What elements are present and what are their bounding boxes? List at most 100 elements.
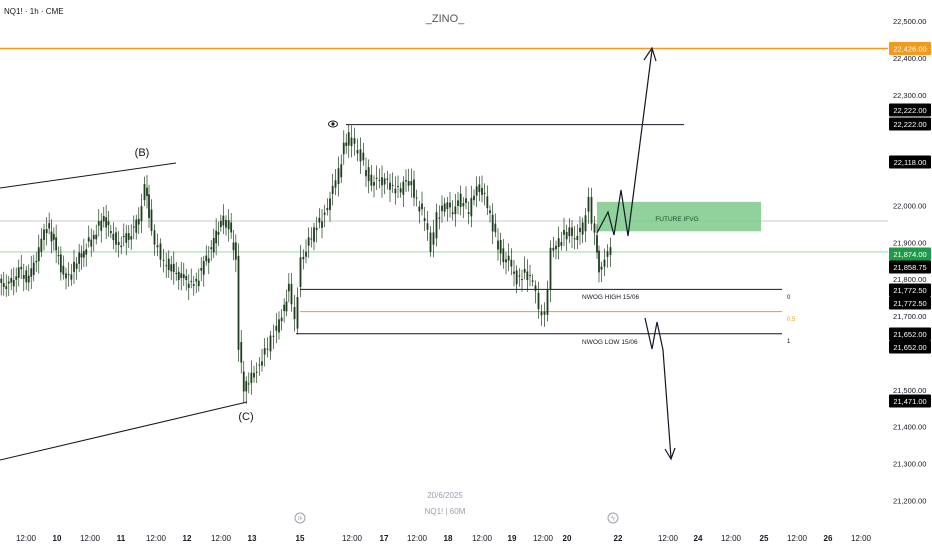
time-tick-label: 11: [117, 534, 126, 543]
candle-body: [375, 177, 378, 179]
candle-body: [587, 196, 590, 212]
time-tick-label: 12:00: [851, 534, 872, 543]
price-badge: 21,858.75: [889, 260, 931, 274]
lightning-event-icon[interactable]: ϟ: [607, 512, 619, 524]
price-badge: 22,118.00: [889, 155, 931, 169]
candle-body: [290, 283, 293, 305]
candle-body: [70, 274, 73, 280]
price-badge-label: 21,652.00: [893, 343, 926, 352]
candle-body: [505, 259, 507, 263]
candle-body: [102, 216, 105, 222]
candle-body: [523, 268, 526, 273]
candle-body: [67, 274, 70, 276]
annotations-layer: (B) (C) FUTURE IFVG NWOG HIGH 15/06 NWOG…: [135, 147, 796, 423]
candle-body: [296, 297, 299, 329]
candle-body: [467, 212, 470, 214]
price-tick-label: 21,500.00: [893, 386, 926, 395]
candle-body: [457, 200, 459, 206]
candle-body: [7, 281, 10, 284]
candle-body: [232, 242, 235, 251]
candle-body: [481, 187, 483, 195]
candle-body: [100, 220, 103, 231]
candle-body: [82, 251, 85, 258]
candle-body: [315, 227, 318, 231]
candle-body: [609, 247, 612, 255]
candle-body: [210, 247, 213, 250]
candle-body: [230, 222, 233, 233]
candle-body: [146, 187, 148, 197]
future-ifvg-zone: [597, 201, 761, 232]
candle-body: [185, 276, 188, 281]
bullish-arrow-head: [643, 46, 657, 62]
candle-body: [454, 206, 457, 215]
candle-body: [167, 258, 170, 271]
candle-body: [526, 271, 529, 281]
candle-body: [150, 209, 153, 232]
candle-body: [87, 237, 90, 242]
price-axis[interactable]: 22,500.00 22,400.00 22,300.00 22,000.00 21,9…: [889, 17, 931, 505]
candle-body: [12, 280, 15, 287]
candle-body: [180, 273, 183, 279]
candle-body: [10, 277, 13, 283]
candle-body: [386, 178, 389, 180]
time-axis[interactable]: 12:00 10 12:00 11 12:00 12 12:00 13 15 12:00 17 12:…: [16, 534, 872, 543]
price-badge-label: 22,222.00: [893, 106, 926, 115]
candle-body: [266, 348, 269, 350]
candle-body: [307, 237, 310, 246]
candle-body: [182, 274, 185, 279]
calendar-event-icon[interactable]: ⟳: [294, 512, 306, 524]
candle-body: [429, 232, 432, 252]
candle-body: [389, 182, 391, 190]
candle-body: [32, 262, 35, 275]
candle-body: [465, 198, 467, 203]
candle-body: [55, 237, 58, 251]
footer-symbol: NQ1! | 60M: [425, 507, 466, 516]
time-tick-label: 18: [444, 534, 453, 543]
price-badge: 22,222.00: [889, 117, 931, 131]
bullish-projection-path: [596, 49, 653, 237]
candle-body: [499, 240, 502, 254]
price-badge-label: 21,772.50: [893, 286, 926, 295]
candle-body: [109, 230, 112, 234]
time-tick-label: 12:00: [472, 534, 493, 543]
bearish-projection-path: [644, 317, 672, 459]
levels-layer: [0, 46, 888, 461]
footer-date: 20/6/2025: [427, 491, 463, 500]
time-tick-label: 19: [508, 534, 517, 543]
candle-body: [15, 276, 18, 280]
candle-body: [483, 192, 486, 194]
candle-body: [305, 251, 307, 257]
time-tick-label: 13: [248, 534, 257, 543]
candle-body: [2, 283, 5, 287]
candle-body: [78, 252, 81, 264]
candle-body: [449, 202, 451, 208]
candle-body: [190, 280, 193, 282]
candle-body: [250, 372, 253, 384]
candle-body: [405, 179, 407, 182]
time-tick-label: 26: [824, 534, 833, 543]
candle-body: [170, 264, 173, 272]
candle-body: [571, 227, 573, 236]
candle-body: [143, 184, 146, 201]
candle-body: [132, 226, 135, 228]
candle-body: [227, 220, 230, 230]
candle-body: [321, 221, 323, 228]
candle-body: [43, 229, 45, 240]
candle-body: [140, 206, 143, 222]
candle-body: [478, 184, 481, 193]
watermark-title: _ZINO_: [425, 13, 465, 25]
eye-icon[interactable]: [328, 120, 338, 128]
candle-body: [596, 235, 598, 253]
candle-body: [115, 232, 117, 245]
price-badge-label: 21,471.00: [893, 397, 926, 406]
candle-body: [222, 215, 225, 226]
price-tick-label: 21,300.00: [893, 460, 926, 469]
candle-body: [397, 186, 399, 188]
candle-body: [413, 179, 415, 198]
candle-body: [337, 168, 340, 185]
candle-body: [148, 194, 150, 219]
price-badge-label: 21,858.75: [893, 263, 926, 272]
candle-body: [75, 263, 78, 269]
candle-body: [365, 170, 367, 177]
